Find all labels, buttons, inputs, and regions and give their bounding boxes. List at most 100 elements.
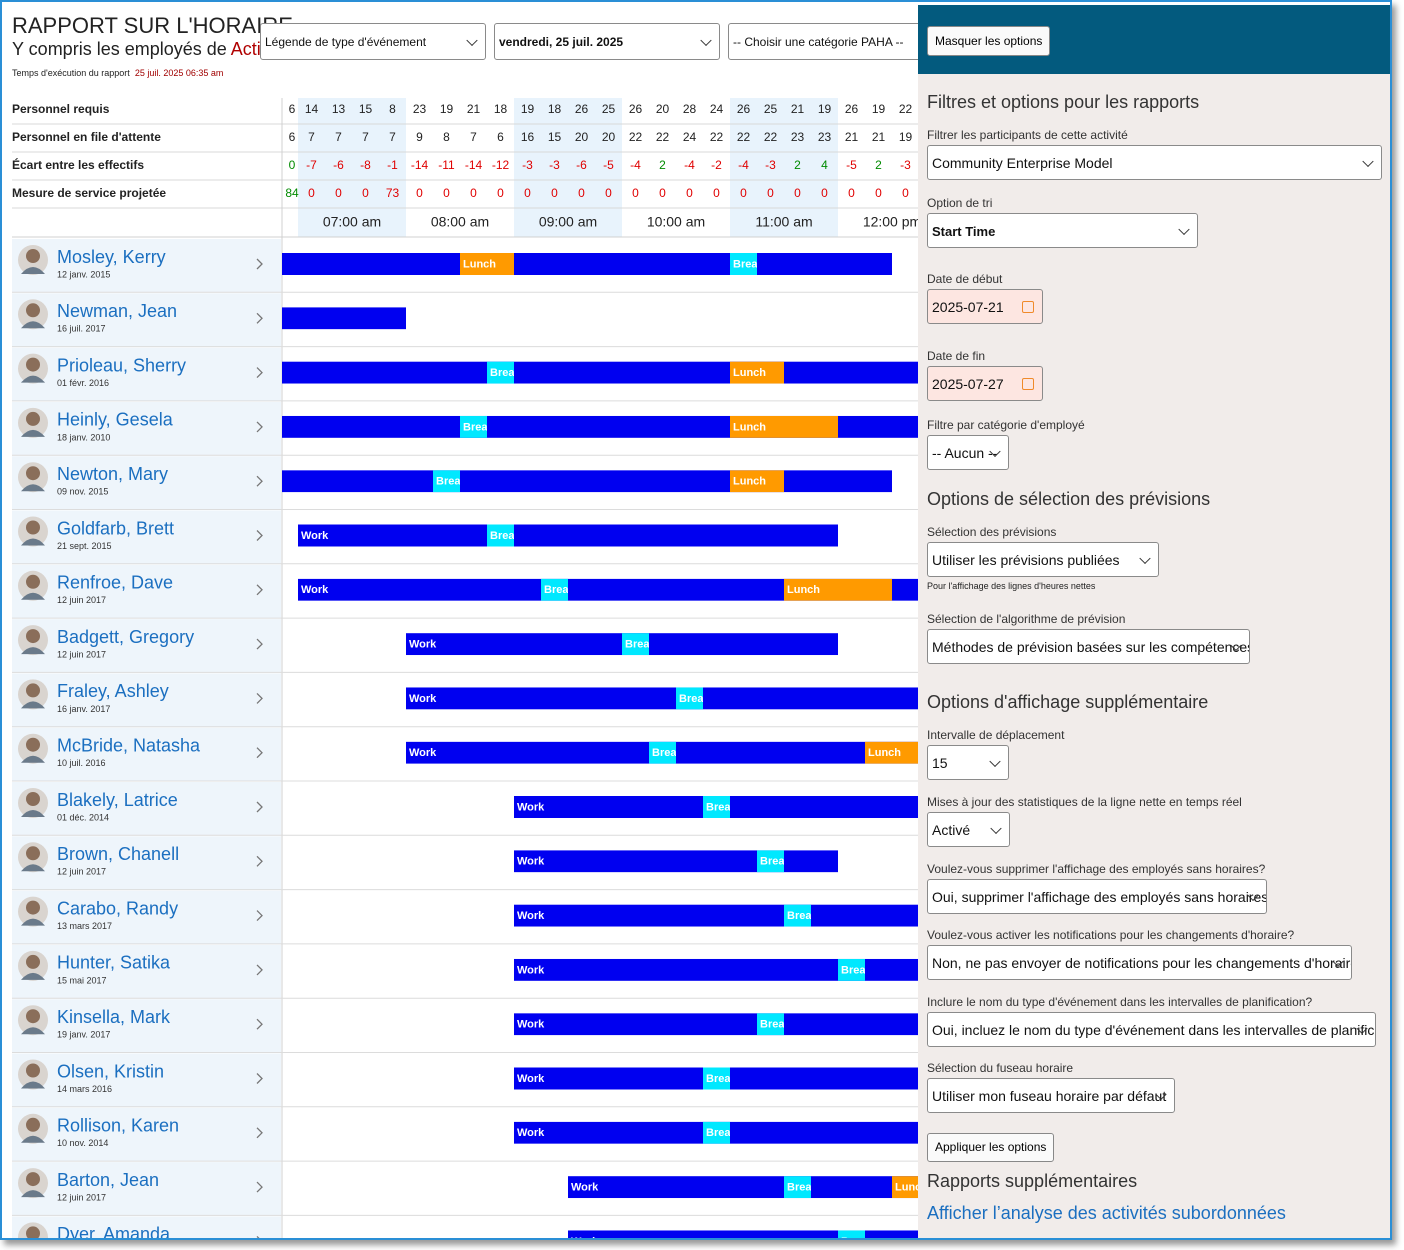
row-chevron <box>256 367 263 379</box>
event-bar <box>282 253 892 275</box>
stat-value: 9 <box>416 130 423 144</box>
stat-value: 0 <box>308 186 315 200</box>
stat-value: 26 <box>575 102 589 116</box>
event-block: Break <box>676 687 703 710</box>
event-bar <box>703 1067 730 1090</box>
date-input[interactable]: 2025-07-27 <box>927 366 1043 401</box>
stat-value: 0 <box>875 186 882 200</box>
event-label: Lunch <box>868 747 901 759</box>
stat-value: 0 <box>335 186 342 200</box>
event-block: Break <box>433 470 467 493</box>
stat-value: 0 <box>848 186 855 200</box>
event-label: Break <box>706 801 737 813</box>
stat-value: 14 <box>305 102 319 116</box>
stat-value: 0 <box>659 186 666 200</box>
employee-date: 15 mai 2017 <box>57 975 107 985</box>
event-block: Lunch <box>730 470 784 493</box>
event-bar <box>784 578 892 601</box>
employee-date: 12 juin 2017 <box>57 867 106 877</box>
avatar-body <box>21 375 45 383</box>
stat-value: 2 <box>659 158 666 172</box>
name-cell <box>12 890 281 944</box>
event-label: Work <box>571 1236 599 1238</box>
avatar-head <box>26 900 40 915</box>
select[interactable]: -- Aucun -- <box>927 435 1009 470</box>
employee-date: 01 déc. 2014 <box>57 812 109 822</box>
select[interactable]: Start Time <box>927 213 1198 248</box>
row-chevron <box>256 1073 263 1084</box>
avatar-head <box>26 411 40 426</box>
field-label: Sélection des prévisions <box>927 525 1057 539</box>
event-block: Break <box>703 1067 730 1090</box>
avatar-head <box>26 520 40 535</box>
event-label: Work <box>571 1182 599 1194</box>
stat-value: 8 <box>389 102 396 116</box>
stat-value: 0 <box>767 186 774 200</box>
hour-label: 12:00 pm <box>863 214 918 230</box>
select[interactable]: 15 <box>927 745 1009 780</box>
select[interactable]: Non, ne pas envoyer de notifications pou… <box>927 945 1352 980</box>
event-label: Break <box>436 476 467 488</box>
row-chevron <box>256 692 263 704</box>
stat-value: -8 <box>360 158 371 172</box>
employee-date: 10 juil. 2016 <box>57 758 106 768</box>
stat-value: 23 <box>818 130 832 144</box>
stat-value: 0 <box>551 186 558 200</box>
employee-date: 16 janv. 2017 <box>57 704 110 714</box>
event-bar <box>514 850 838 873</box>
select[interactable]: Utiliser mon fuseau horaire par défaut <box>927 1078 1175 1113</box>
event-label: Break <box>787 910 818 922</box>
apply-button[interactable]: Appliquer les options <box>927 1133 1055 1162</box>
date-select[interactable]: vendredi, 25 juil. 2025 <box>494 23 720 60</box>
event-block: Lunch <box>730 361 784 384</box>
event-bar <box>568 1230 918 1238</box>
employee-name: Hunter, Satika <box>57 953 171 973</box>
event-bar <box>514 904 918 927</box>
stat-value: 0 <box>902 186 909 200</box>
stat-value: 26 <box>845 102 859 116</box>
employee-date: 19 janv. 2017 <box>57 1030 110 1040</box>
hide-options-button[interactable]: Masquer les options <box>927 26 1051 56</box>
stat-value: 0 <box>416 186 423 200</box>
employee-date: 12 juin 2017 <box>57 595 106 605</box>
employee-date: 16 juil. 2017 <box>57 324 106 334</box>
run-time-value: 25 juil. 2025 06:35 am <box>134 68 224 78</box>
avatar-head <box>26 249 40 263</box>
extra-reports-link[interactable]: Afficher l’analyse des activités subordo… <box>927 1203 1286 1223</box>
select[interactable]: Méthodes de prévision basées sur les com… <box>927 629 1250 664</box>
event-label: Work <box>517 1073 545 1085</box>
event-block: Break <box>622 633 649 656</box>
select[interactable]: Activé <box>927 812 1010 847</box>
stat-label: Personnel requis <box>12 102 110 116</box>
stat-value: -3 <box>522 158 533 172</box>
hour-label: 09:00 am <box>539 214 597 230</box>
field-label: Filtre par catégorie d'employé <box>927 418 1085 432</box>
stat-value: 22 <box>656 130 670 144</box>
date-input[interactable]: 2025-07-21 <box>927 289 1043 324</box>
hour-band <box>730 98 838 237</box>
event-bar <box>649 741 676 764</box>
avatar-body <box>21 1190 45 1198</box>
stat-label: Personnel en file d'attente <box>12 130 161 144</box>
employee-name: Brown, Chanell <box>57 844 179 864</box>
event-bar <box>838 958 865 981</box>
avatar-body <box>21 321 45 329</box>
event-legend-select[interactable]: Légende de type d'événement <box>260 23 486 60</box>
event-label: Lunch <box>733 367 766 379</box>
event-block: Break <box>487 524 514 547</box>
stat-value: -3 <box>549 158 560 172</box>
event-label: Work <box>517 801 545 813</box>
employee-name: Kinsella, Mark <box>57 1007 171 1027</box>
avatar-head <box>26 683 40 698</box>
avatar-body <box>21 701 45 709</box>
event-label: Lunch <box>733 476 766 488</box>
select[interactable]: Community Enterprise Model <box>927 145 1382 180</box>
select[interactable]: Oui, incluez le nom du type d'événement … <box>927 1012 1376 1047</box>
name-cell <box>12 673 281 727</box>
event-bar <box>784 1176 811 1199</box>
event-block: Work <box>282 470 892 493</box>
select[interactable]: Utiliser les prévisions publiées <box>927 542 1159 577</box>
employee-name: Newman, Jean <box>57 301 177 321</box>
select[interactable]: Oui, supprimer l'affichage des employés … <box>927 879 1267 914</box>
event-bar <box>622 633 649 656</box>
